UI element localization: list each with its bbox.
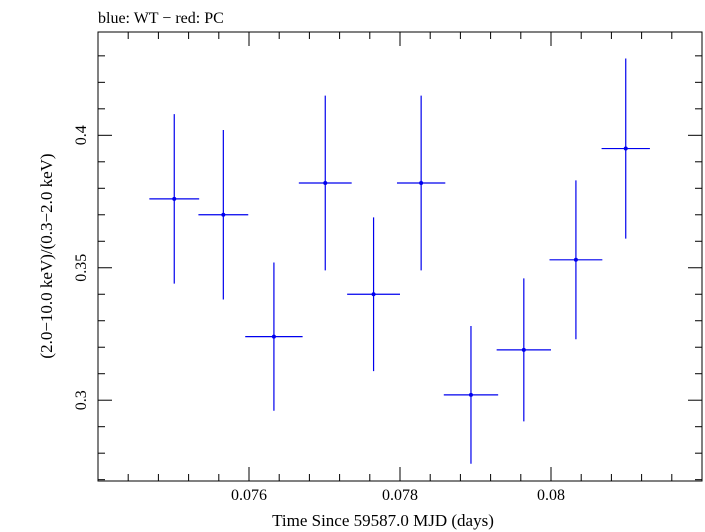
y-axis-label: (2.0−10.0 keV)/(0.3−2.0 keV) bbox=[37, 153, 56, 358]
chart-title: blue: WT − red: PC bbox=[98, 10, 224, 27]
x-tick-label: 0.078 bbox=[382, 487, 418, 504]
data-marker bbox=[323, 180, 328, 185]
y-tick-label: 0.35 bbox=[73, 254, 90, 282]
data-point bbox=[198, 130, 249, 300]
y-tick-label: 0.3 bbox=[73, 390, 90, 410]
data-point bbox=[149, 114, 200, 284]
data-marker bbox=[573, 257, 578, 262]
data-point bbox=[549, 180, 603, 340]
data-points bbox=[149, 58, 650, 464]
axis-ticks bbox=[97, 32, 703, 481]
data-point bbox=[396, 95, 446, 271]
axis-tick-labels: 0.076 0.078 0.08 0.3 0.35 0.4 bbox=[73, 125, 565, 504]
data-point bbox=[298, 95, 352, 271]
data-point bbox=[347, 217, 400, 372]
plot-frame bbox=[97, 31, 703, 482]
y-tick-label: 0.4 bbox=[73, 125, 90, 145]
x-tick-label: 0.076 bbox=[231, 487, 267, 504]
data-marker bbox=[468, 392, 473, 397]
x-tick-label: 0.08 bbox=[537, 487, 565, 504]
data-marker bbox=[521, 347, 526, 352]
data-marker bbox=[221, 212, 226, 217]
data-marker bbox=[271, 334, 276, 339]
data-point bbox=[245, 262, 303, 411]
data-marker bbox=[623, 146, 628, 151]
data-point bbox=[496, 278, 551, 422]
data-marker bbox=[172, 196, 177, 201]
x-axis-label: Time Since 59587.0 MJD (days) bbox=[272, 511, 494, 530]
data-marker bbox=[419, 180, 424, 185]
data-marker bbox=[371, 292, 376, 297]
data-point bbox=[601, 58, 650, 239]
data-point bbox=[443, 326, 499, 464]
